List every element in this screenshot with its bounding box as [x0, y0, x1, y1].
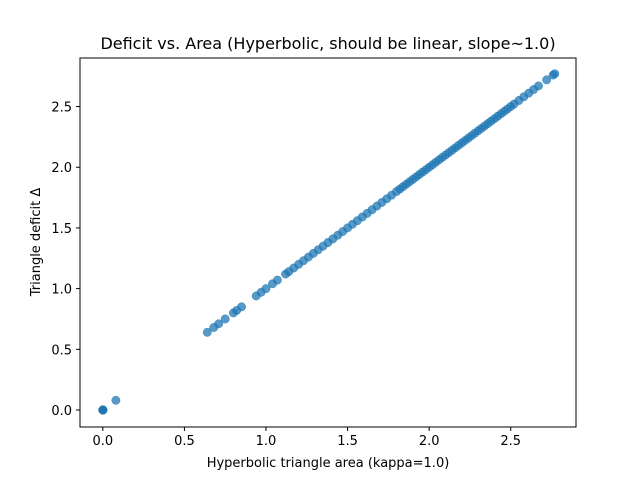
- data-point: [261, 284, 271, 294]
- x-axis-label: Hyperbolic triangle area (kappa=1.0): [207, 456, 450, 471]
- data-point: [111, 395, 121, 405]
- y-tick-label: 0.5: [51, 343, 72, 358]
- y-tick-label: 2.5: [51, 101, 72, 116]
- x-tick-label: 2.5: [500, 434, 521, 449]
- y-axis-label: Triangle deficit Δ: [29, 188, 44, 298]
- y-tick-label: 0.0: [51, 404, 72, 419]
- data-point: [542, 75, 552, 85]
- data-point: [237, 302, 246, 312]
- data-point: [220, 314, 230, 324]
- x-tick-label: 1.5: [337, 434, 358, 449]
- plot-frame: [79, 57, 577, 428]
- x-tick-label: 0.5: [174, 434, 195, 449]
- y-tick-label: 1.0: [51, 283, 72, 298]
- x-tick-label: 0.0: [92, 434, 113, 449]
- data-point: [214, 319, 224, 329]
- y-tick-label: 1.5: [51, 222, 72, 237]
- data-point: [534, 81, 543, 91]
- plot-area: [79, 57, 577, 428]
- y-tick-label: 2.0: [51, 161, 72, 176]
- x-tick-label: 1.0: [256, 434, 277, 449]
- data-point: [202, 327, 212, 337]
- data-point: [98, 405, 108, 415]
- data-point: [272, 275, 282, 285]
- x-axis: 0.0 0.5 1.0 1.5 2.0 2.5: [92, 427, 521, 449]
- y-axis: 0.0 0.5 1.0 1.5 2.0 2.5: [51, 101, 80, 419]
- x-tick-label: 2.0: [419, 434, 440, 449]
- chart-title: Deficit vs. Area (Hyperbolic, should be …: [100, 34, 555, 53]
- data-point: [550, 69, 560, 79]
- data-points: [98, 69, 560, 415]
